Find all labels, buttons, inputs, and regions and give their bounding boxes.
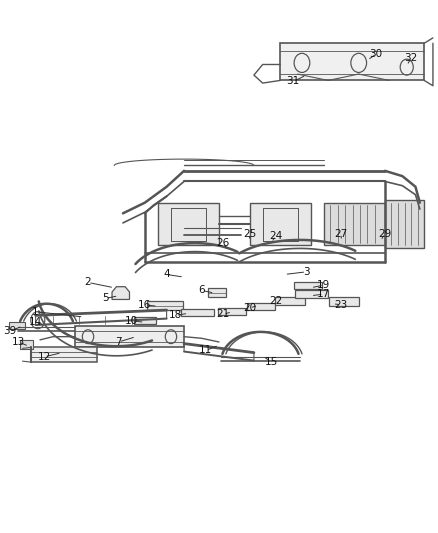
Text: 3: 3 [303,267,310,277]
Polygon shape [295,290,328,298]
Text: 2: 2 [85,278,92,287]
Text: 12: 12 [38,352,51,362]
Polygon shape [218,308,246,316]
Text: 5: 5 [102,293,109,303]
Text: 1: 1 [32,306,39,317]
Polygon shape [31,348,97,362]
Polygon shape [275,297,305,305]
Text: 30: 30 [370,49,383,59]
Text: 29: 29 [378,229,392,239]
Text: 15: 15 [265,357,278,367]
Text: 26: 26 [217,238,230,247]
Polygon shape [10,322,25,329]
Text: 31: 31 [286,77,300,86]
Text: 27: 27 [335,229,348,239]
Text: 39: 39 [3,326,16,336]
Polygon shape [280,43,424,80]
Polygon shape [180,309,214,317]
Text: 13: 13 [11,337,25,347]
Polygon shape [329,297,359,306]
Text: 20: 20 [243,303,256,313]
Text: 22: 22 [269,296,283,306]
Text: 10: 10 [125,316,138,326]
Text: 24: 24 [269,231,283,241]
Text: 14: 14 [29,317,42,327]
Polygon shape [158,203,219,245]
Text: 7: 7 [115,337,122,347]
Polygon shape [324,203,385,245]
Polygon shape [385,200,424,248]
Text: 11: 11 [199,345,212,356]
Polygon shape [247,303,275,310]
Text: 25: 25 [243,229,256,239]
Polygon shape [147,301,183,310]
Text: 6: 6 [198,286,205,295]
Text: 17: 17 [317,289,330,299]
Polygon shape [20,340,33,349]
Text: 21: 21 [217,309,230,319]
Polygon shape [112,287,130,300]
Text: 32: 32 [404,53,418,63]
Polygon shape [250,203,311,245]
Polygon shape [208,288,226,297]
Text: 16: 16 [138,300,152,310]
Text: 4: 4 [163,270,170,279]
Polygon shape [134,317,155,324]
Text: 23: 23 [335,300,348,310]
Text: 18: 18 [169,310,182,320]
Polygon shape [75,326,184,348]
Polygon shape [294,282,321,289]
Text: 19: 19 [317,280,330,290]
